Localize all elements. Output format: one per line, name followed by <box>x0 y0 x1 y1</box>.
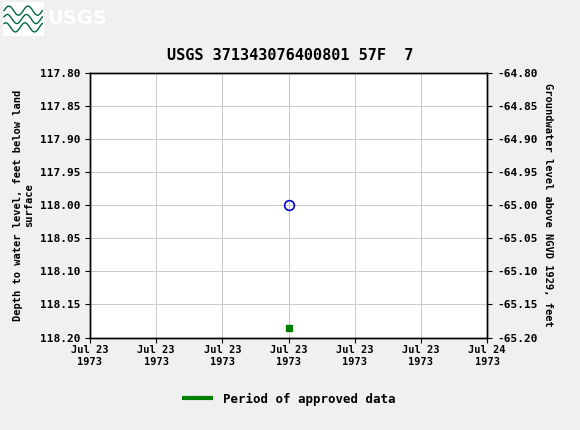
Y-axis label: Depth to water level, feet below land
surface: Depth to water level, feet below land su… <box>13 90 34 321</box>
Text: USGS 371343076400801 57F  7: USGS 371343076400801 57F 7 <box>167 48 413 63</box>
Text: USGS: USGS <box>48 9 107 28</box>
Legend: Period of approved data: Period of approved data <box>177 387 400 411</box>
FancyBboxPatch shape <box>3 2 43 36</box>
Y-axis label: Groundwater level above NGVD 1929, feet: Groundwater level above NGVD 1929, feet <box>543 83 553 327</box>
